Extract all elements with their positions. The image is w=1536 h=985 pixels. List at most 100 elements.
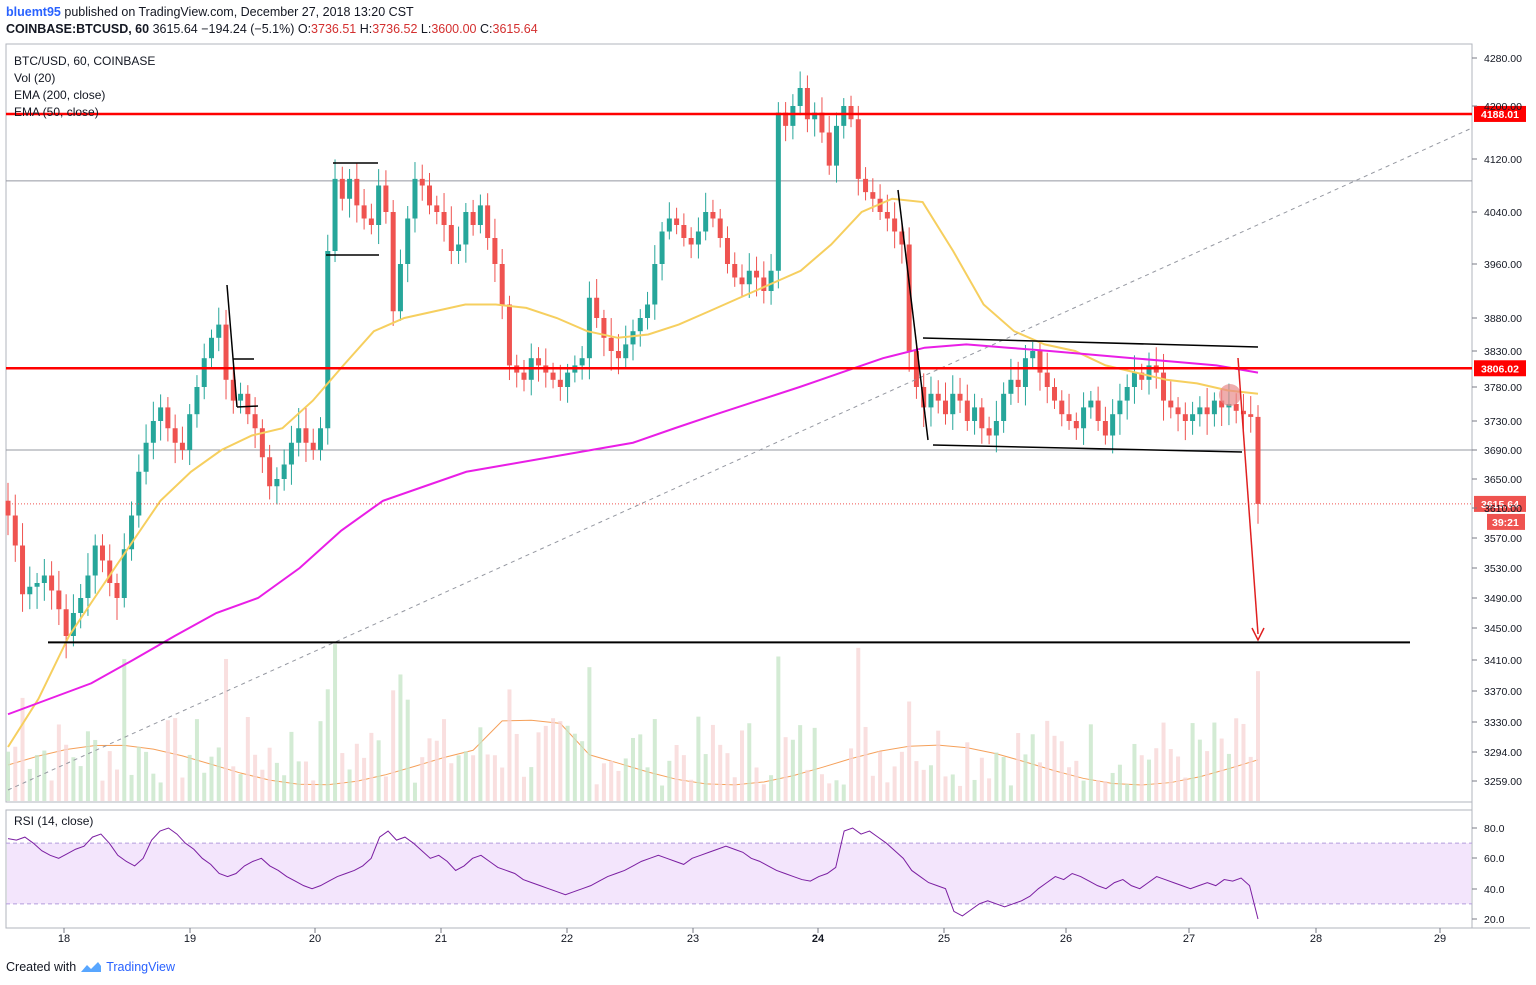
legend-vol[interactable]: Vol (20) — [14, 71, 56, 85]
legend-ema200[interactable]: EMA (200, close) — [14, 88, 106, 102]
candle-body — [1219, 400, 1225, 408]
volume-bar — [507, 689, 512, 801]
candle-body — [1182, 414, 1188, 421]
volume-bar — [187, 754, 192, 801]
candle-body — [710, 212, 716, 219]
candle-body — [201, 358, 207, 387]
footer: Created with TradingView — [6, 960, 175, 974]
level-price-tag — [1474, 105, 1526, 122]
y-tick-label: 3780.00 — [1484, 382, 1522, 394]
rsi-tick-label: 80.0 — [1484, 823, 1505, 835]
volume-bar — [260, 769, 265, 801]
rsi-band — [7, 843, 1471, 904]
candle-body — [434, 205, 440, 212]
rsi-tick-label: 20.0 — [1484, 914, 1505, 926]
candle-body — [252, 414, 258, 429]
volume-bar — [551, 718, 556, 801]
volume-bar — [652, 719, 657, 801]
candle-body — [143, 442, 149, 472]
rsi-legend[interactable]: RSI (14, close) — [14, 814, 94, 828]
volume-bar — [514, 733, 519, 801]
close-value: 3615.64 — [492, 22, 538, 36]
low-label: L: — [420, 22, 432, 36]
candle-body — [12, 515, 18, 546]
volume-bar — [427, 738, 432, 801]
volume-bar — [1067, 767, 1072, 801]
volume-bar — [1205, 751, 1210, 801]
volume-bar — [434, 740, 439, 801]
volume-bar — [209, 756, 214, 801]
volume-bar — [696, 716, 701, 801]
legend-ema50[interactable]: EMA (50, close) — [14, 105, 99, 119]
drop-leg-line — [897, 189, 929, 441]
candle-body — [993, 421, 999, 436]
volume-bar — [463, 751, 468, 801]
candle-body — [456, 244, 462, 251]
volume-bar — [529, 767, 534, 801]
candle-body — [986, 428, 992, 436]
volume-bar — [1226, 753, 1231, 801]
volume-bar — [928, 765, 933, 801]
volume-bar — [325, 689, 330, 801]
candle-body — [114, 583, 120, 598]
volume-bar — [231, 766, 236, 801]
author-name[interactable]: bluemt95 — [6, 5, 61, 19]
candle-body — [194, 387, 200, 415]
candle-body — [85, 575, 91, 598]
candle-body — [78, 598, 84, 613]
volume-bar — [20, 697, 25, 801]
channel-top-line — [922, 337, 1259, 348]
candle-body — [957, 393, 963, 401]
volume-bar — [78, 766, 83, 801]
price-value: 3615.64 — [152, 22, 198, 36]
volume-bar — [136, 746, 141, 801]
volume-bar — [485, 754, 490, 801]
candle-body — [790, 106, 796, 126]
x-tick-label: 26 — [1060, 933, 1072, 945]
candle-body — [230, 379, 236, 401]
candle-body — [899, 231, 905, 245]
candle-body — [267, 457, 273, 487]
volume-bar — [173, 718, 178, 801]
volume-bar — [274, 762, 279, 801]
volume-bar — [892, 766, 897, 801]
volume-bar — [6, 751, 10, 801]
candle-body — [1190, 414, 1196, 421]
volume-bar — [747, 723, 752, 801]
candle-body — [1248, 414, 1254, 417]
volume-bar — [732, 777, 737, 801]
candle-body — [652, 264, 658, 305]
candle-body — [1139, 372, 1145, 380]
volume-bar — [1197, 739, 1202, 801]
volume-bar — [994, 752, 999, 801]
chart-legend: BTC/USD, 60, COINBASE Vol (20) EMA (200,… — [14, 53, 155, 121]
volume-bar — [267, 747, 272, 801]
volume-bar — [878, 751, 883, 801]
candle-body — [833, 125, 839, 166]
volume-bar — [1176, 756, 1181, 801]
published-text: published on TradingView.com, December 2… — [64, 5, 414, 19]
y-tick-label: 3730.00 — [1484, 416, 1522, 428]
level-price-label: 4188.01 — [1481, 109, 1519, 121]
candle-body — [877, 198, 883, 212]
volume-bar — [645, 767, 650, 801]
change-value: −194.24 (−5.1%) — [201, 22, 295, 36]
candle-body — [56, 590, 62, 610]
volume-bar — [107, 751, 112, 801]
volume-bar — [42, 750, 47, 801]
volume-bar — [398, 674, 403, 801]
candle-body — [1161, 372, 1167, 401]
volume-bar — [616, 770, 621, 801]
candle-body — [5, 500, 11, 516]
candle-body — [158, 407, 164, 421]
close-label: C: — [480, 22, 493, 36]
volume-bar — [180, 777, 185, 801]
projection-arrow-head — [1251, 627, 1265, 642]
volume-bar — [35, 754, 40, 801]
x-tick-label: 23 — [687, 933, 699, 945]
volume-bar — [921, 769, 926, 801]
y-tick-label: 4040.00 — [1484, 207, 1522, 219]
tradingview-brand[interactable]: TradingView — [106, 960, 175, 974]
candle-body — [703, 212, 709, 232]
